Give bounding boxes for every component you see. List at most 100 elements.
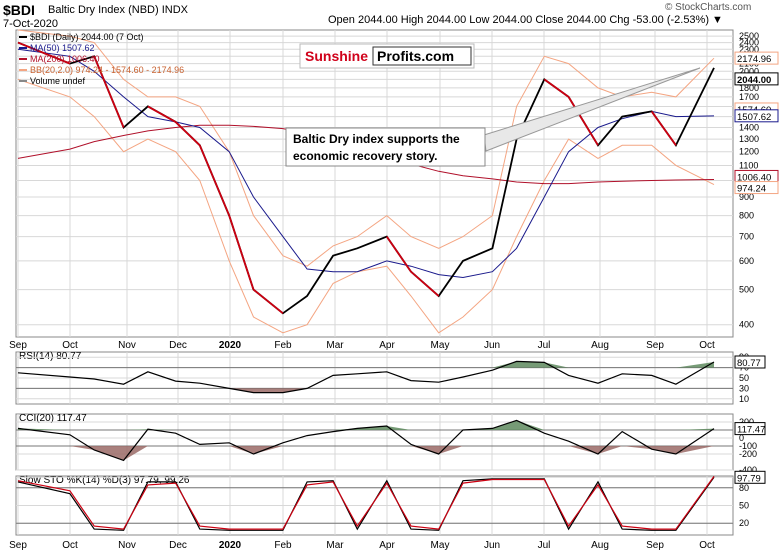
indicator-tick: 30 bbox=[739, 383, 749, 393]
indicator-value-tag-1 bbox=[734, 355, 766, 369]
x-tick-label: Jun bbox=[484, 340, 500, 351]
y-tick-label: 500 bbox=[739, 285, 754, 295]
bdi-down-segment bbox=[567, 96, 599, 146]
indicator-value-tag-2 bbox=[734, 422, 766, 436]
logo-sunshine: Sunshine bbox=[305, 48, 368, 64]
indicator-value-label-3: 97.79 bbox=[737, 473, 761, 484]
bb-upper-line bbox=[17, 29, 715, 267]
bdi-down-segment bbox=[252, 288, 284, 315]
x-tick-label: Sep bbox=[9, 340, 27, 351]
x-tick-label: Aug bbox=[591, 340, 609, 351]
price-tag-label-ma50: 1507.62 bbox=[737, 112, 771, 123]
bdi-down-segment bbox=[174, 121, 201, 146]
y-tick-label: 2000 bbox=[739, 66, 759, 76]
y-tick-label: 1200 bbox=[739, 147, 759, 157]
indicator-value-tag-3 bbox=[734, 470, 766, 484]
indicator-tick: 50 bbox=[739, 501, 749, 511]
indicator-line-2-0 bbox=[17, 419, 715, 462]
ma50-line bbox=[17, 48, 715, 279]
x-tick-label: Oct bbox=[699, 340, 715, 351]
x-tick-label: Mar bbox=[326, 540, 344, 551]
bdi-down-segment bbox=[228, 215, 255, 290]
x-tick-label: Mar bbox=[326, 340, 344, 351]
price-tag-label-bb_lower: 974.24 bbox=[737, 184, 766, 195]
y-tick-label: 600 bbox=[739, 256, 754, 266]
indicator-fill-high bbox=[18, 361, 714, 368]
indicator-fill-low bbox=[18, 446, 714, 461]
x-tick-label: Oct bbox=[699, 540, 715, 551]
legend-bb: BB(20,2.0) 974.24 - 1574.60 - 2174.96 bbox=[30, 65, 184, 75]
x-tick-label: Sep bbox=[9, 540, 27, 551]
x-tick-label: Apr bbox=[379, 340, 395, 351]
bb-lower-line bbox=[17, 78, 715, 334]
price-tag-bb_lower bbox=[734, 181, 779, 195]
panel-frame bbox=[15, 413, 734, 471]
logo-profits: Profits.com bbox=[377, 48, 454, 64]
bdi-down-segment bbox=[543, 78, 570, 98]
x-tick-label: May bbox=[431, 340, 450, 351]
price-tag-ma50 bbox=[734, 109, 779, 123]
x-tick-label: Sep bbox=[646, 540, 664, 551]
price-tag-label-ma200: 1006.40 bbox=[737, 172, 771, 183]
x-tick-label: Dec bbox=[169, 340, 187, 351]
ohlc-readout: Open 2044.00 High 2044.00 Low 2044.00 Cl… bbox=[328, 14, 723, 26]
annotation-line-1: Baltic Dry index supports the bbox=[293, 132, 460, 146]
x-tick-label: 2020 bbox=[219, 340, 242, 351]
y-tick-label: 1400 bbox=[739, 122, 759, 132]
x-tick-label: Jul bbox=[538, 340, 551, 351]
indicator-value-label-1: 80.77 bbox=[737, 358, 761, 369]
y-tick-label: 2500 bbox=[739, 31, 759, 41]
price-tag-label-bb_upper: 2174.96 bbox=[737, 54, 771, 65]
indicator-tick: 200 bbox=[739, 417, 754, 427]
x-tick-label: Nov bbox=[118, 540, 136, 551]
bdi-down-segment bbox=[386, 236, 412, 273]
legend-volume: Volume undef bbox=[30, 76, 86, 86]
indicator-tick: 10 bbox=[739, 394, 749, 404]
y-tick-label: 1800 bbox=[739, 83, 759, 93]
symbol-title: $BDI bbox=[3, 2, 35, 18]
x-tick-label: Jun bbox=[484, 540, 500, 551]
logo-profits-box bbox=[372, 46, 472, 66]
x-tick-label: Oct bbox=[62, 340, 78, 351]
indicator-title-2: CCI(20) 117.47 bbox=[19, 413, 87, 424]
bdi-down-segment bbox=[93, 55, 125, 128]
copyright: © StockCharts.com bbox=[665, 2, 752, 13]
annotation-line-2: economic recovery story. bbox=[293, 149, 438, 163]
x-tick-label: Aug bbox=[591, 540, 609, 551]
bdi-down-segment bbox=[198, 144, 231, 216]
indicator-tick: 50 bbox=[739, 373, 749, 383]
y-tick-label: 800 bbox=[739, 211, 754, 221]
x-tick-label: Feb bbox=[274, 540, 292, 551]
bdi-down-segment bbox=[147, 105, 176, 123]
legend-daily: $BDI (Daily) 2044.00 (7 Oct) bbox=[30, 32, 144, 42]
y-tick-label: 400 bbox=[739, 320, 754, 330]
x-tick-label: Jul bbox=[538, 540, 551, 551]
bdi-down-segment bbox=[410, 271, 440, 297]
panel-frame bbox=[15, 29, 734, 338]
indicator-tick: -200 bbox=[739, 449, 757, 459]
annotation-box bbox=[285, 127, 486, 167]
bdi-down-segment bbox=[650, 110, 677, 146]
symbol: $BDI bbox=[3, 2, 35, 18]
indicator-title-1: RSI(14) 80.77 bbox=[19, 351, 82, 362]
indicator-tick: 20 bbox=[739, 518, 749, 528]
legend-ma200: MA(200) 1006.40 bbox=[30, 54, 100, 64]
indicator-title-3: Slow STO %K(14) %D(3) 97.79, 99.26 bbox=[19, 475, 190, 486]
y-tick-label: 1300 bbox=[739, 134, 759, 144]
indicator-line-3-1 bbox=[17, 476, 715, 530]
x-tick-label: Apr bbox=[379, 540, 395, 551]
indicator-tick: -100 bbox=[739, 441, 757, 451]
price-tag-close bbox=[734, 72, 779, 86]
indicator-tick: -400 bbox=[739, 465, 757, 475]
bdi-down-segment bbox=[17, 41, 71, 65]
y-tick-label: 2400 bbox=[739, 38, 759, 48]
x-tick-label: 2020 bbox=[219, 540, 242, 551]
x-tick-label: Oct bbox=[62, 540, 78, 551]
price-tag-bb_upper bbox=[734, 51, 779, 65]
y-tick-label: 2300 bbox=[739, 44, 759, 54]
x-tick-label: Nov bbox=[118, 340, 136, 351]
x-tick-label: Feb bbox=[274, 340, 292, 351]
y-tick-label: 700 bbox=[739, 232, 754, 242]
y-tick-label: 1700 bbox=[739, 92, 759, 102]
